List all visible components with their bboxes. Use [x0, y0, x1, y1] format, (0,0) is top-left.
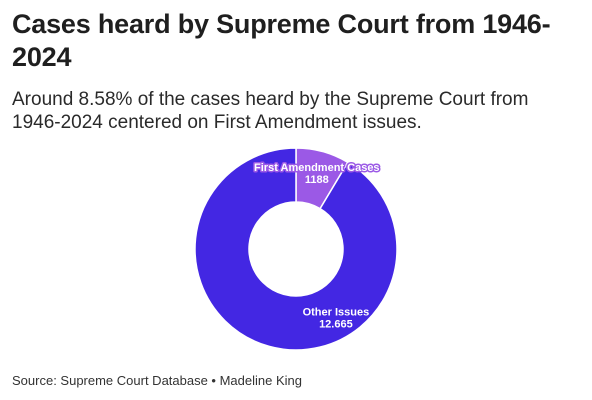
donut-slice-1: [194, 147, 398, 351]
donut-slices: [194, 147, 398, 351]
slice-label-value-0: 1188: [305, 174, 329, 186]
slice-label-name-1: Other Issues: [303, 306, 370, 318]
chart-title: Cases heard by Supreme Court from 1946-2…: [12, 9, 551, 72]
slice-label-value-1: 12.665: [319, 318, 353, 330]
chart-subtitle: Around 8.58% of the cases heard by the S…: [12, 89, 529, 133]
source-note: Source: Supreme Court Database • Madelin…: [12, 373, 302, 388]
slice-label-name-0: First Amendment Cases: [254, 162, 380, 174]
